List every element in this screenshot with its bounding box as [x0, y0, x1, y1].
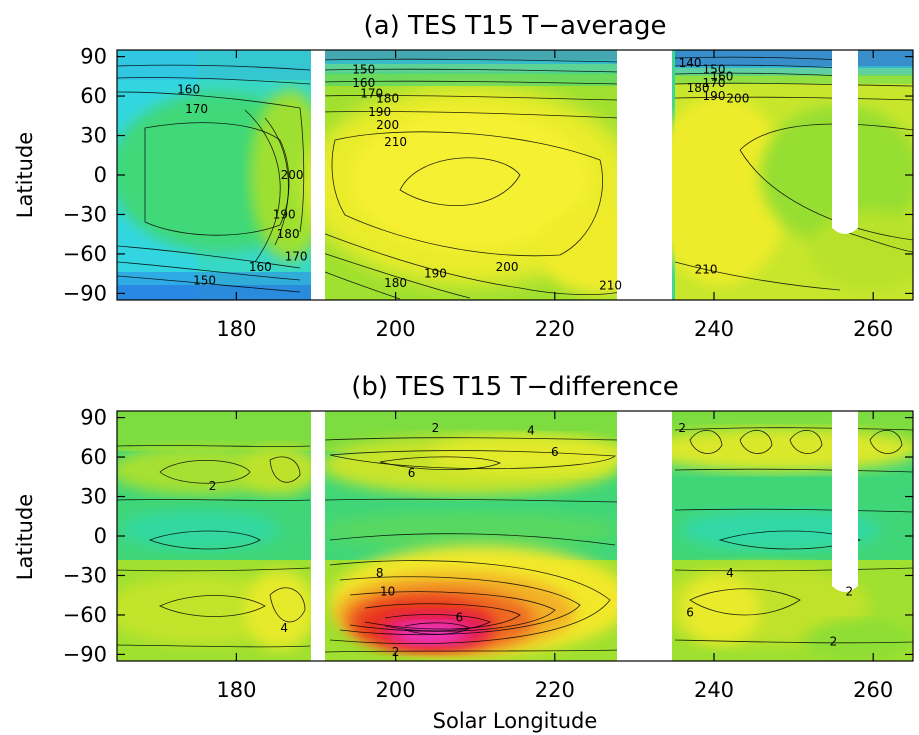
panel-a-ytick-label: 30	[80, 124, 107, 148]
panel-a-ytick-label: −90	[63, 281, 107, 305]
panel-b-contour-label: 2	[392, 645, 400, 659]
panel-a-contour-label: 150	[703, 63, 726, 77]
panel-a-contour-label: 200	[376, 118, 399, 132]
panel-b-contour-label: 4	[280, 621, 288, 635]
panel-b-xlabel: Solar Longitude	[433, 709, 598, 733]
panel-a-contour-label: 160	[711, 69, 734, 83]
panel-b-contour-label: 6	[686, 605, 694, 619]
panel-a-contour-label: 160	[352, 76, 375, 90]
panel-b-contour-label: 2	[432, 421, 440, 435]
panel-a-contour-label: 180	[376, 92, 399, 106]
panel-b-ytick-label: 60	[80, 445, 107, 469]
panel-a-ytick-label: −30	[63, 202, 107, 226]
panel-a-contour-label: 170	[360, 86, 383, 100]
panel-b-xtick-label: 200	[376, 678, 416, 702]
panel-b-contour-label: 10	[380, 584, 395, 598]
panel-a-contour-label: 150	[352, 63, 375, 77]
panel-a-contour-label: 190	[273, 207, 296, 221]
panel-b-contour-labels: 2 2 4 6 6 8 10 6 2 4 2 4 6 2 2	[209, 421, 853, 659]
panel-b-contour-label: 4	[527, 424, 535, 438]
panel-a-contours	[117, 56, 913, 300]
panel-b-xtick-label: 260	[853, 678, 893, 702]
panel-a-xtick-label: 260	[853, 317, 893, 341]
panel-a-xtick-label: 220	[535, 317, 575, 341]
panel-a-contour-label: 210	[599, 279, 622, 293]
panel-a-contour-label: 200	[726, 92, 749, 106]
panel-a-contour-label: 170	[285, 250, 308, 264]
panel-b-contour-label: 6	[455, 611, 463, 625]
panel-b-title: (b) TES T15 T−difference	[351, 372, 679, 402]
panel-a-contour-label: 190	[368, 105, 391, 119]
panel-b-contour-label: 6	[408, 466, 416, 480]
panel-a-contour-label: 190	[424, 267, 447, 281]
panel-b-xtick-label: 240	[694, 678, 734, 702]
panel-b-data-gap-2	[617, 409, 672, 663]
panel-a-contour-label: 170	[703, 76, 726, 90]
panel-b-ytick-label: −30	[63, 563, 107, 587]
panel-b-xtick-label: 220	[535, 678, 575, 702]
panel-a-contour-label: 200	[496, 260, 519, 274]
panel-b-contour-label: 2	[830, 634, 838, 648]
panel-b-contour-label: 2	[678, 421, 686, 435]
panel-a-contour-label: 160	[177, 82, 200, 96]
panel-a-title: (a) TES T15 T−average	[364, 11, 667, 41]
panel-a-ticks: 180 200 220 240 260 90 60 30 0 −30 −60 −90	[63, 45, 913, 341]
panel-b-contours	[117, 427, 913, 653]
panel-b-data-gap-1	[311, 409, 325, 663]
panel-a-contour-label: 190	[703, 89, 726, 103]
panel-a-data-gap-1	[311, 48, 325, 302]
panel-b-ticks: 180 200 220 240 260 90 60 30 0 −30 −60 −90	[63, 406, 913, 702]
panel-a-xtick-label: 240	[694, 317, 734, 341]
panel-a-data-gap-2	[617, 48, 672, 302]
panel-a-contour-label: 160	[249, 260, 272, 274]
panel-a-ylabel: Latitude	[13, 132, 37, 218]
panel-b-xtick-label: 180	[216, 678, 256, 702]
panel-a-contour-label: 180	[277, 227, 300, 241]
panel-a-contour-label: 210	[384, 135, 407, 149]
panel-b-missing-strip	[832, 409, 858, 592]
panel-b-ytick-label: −60	[63, 603, 107, 627]
panel-a-field	[117, 50, 913, 300]
panel-a-ytick-label: 90	[80, 45, 107, 69]
panel-b-contour-label: 4	[726, 566, 734, 580]
panel-a-contour-label: 200	[281, 168, 304, 182]
panel-b-field	[117, 411, 913, 661]
panel-a-contour-label: 150	[193, 273, 216, 287]
panel-a-temperature-average: (a) TES T15 T−average Latitude	[13, 11, 914, 341]
panel-a-ytick-label: 0	[94, 163, 107, 187]
panel-a-xtick-label: 200	[376, 317, 416, 341]
panel-b-ytick-label: 90	[80, 406, 107, 430]
panel-b-contour-label: 6	[551, 445, 559, 459]
panel-a-contour-label: 180	[687, 81, 710, 95]
panel-a-ytick-label: 60	[80, 84, 107, 108]
panel-b-contour-label: 8	[376, 566, 384, 580]
panel-b-contour-label: 2	[845, 584, 853, 598]
panel-b-contour-label: 2	[209, 479, 217, 493]
panel-b-ytick-label: 30	[80, 485, 107, 509]
panel-a-xtick-label: 180	[216, 317, 256, 341]
panel-a-contour-label: 140	[679, 56, 702, 70]
panel-b-ytick-label: −90	[63, 642, 107, 666]
panel-b-temperature-difference: (b) TES T15 T−difference Latitude	[13, 372, 914, 733]
panel-a-missing-strip	[832, 48, 858, 234]
panel-a-contour-labels: 1601702001901801701601501501601701801902…	[177, 56, 749, 292]
panel-b-ytick-label: 0	[94, 524, 107, 548]
panel-a-contour-label: 210	[695, 263, 718, 277]
panel-a-ytick-label: −60	[63, 242, 107, 266]
panel-b-ylabel: Latitude	[13, 494, 37, 580]
panel-a-contour-label: 170	[185, 102, 208, 116]
panel-a-contour-label: 180	[384, 276, 407, 290]
